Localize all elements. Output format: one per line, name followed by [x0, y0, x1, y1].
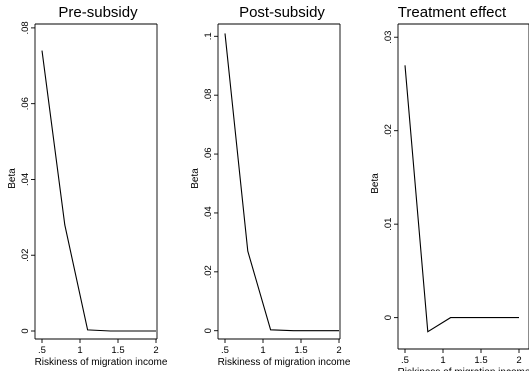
y-axis-label: Beta: [7, 168, 18, 189]
x-tick-label: 1.5: [294, 345, 307, 356]
panel-treatment-effect: Treatment effect 0 .01 .02 .03 Beta .5 1 1.5 2Ris…: [370, 4, 529, 371]
x-tick-label: 1.5: [111, 345, 124, 356]
panel-pre-subsidy: Pre-subsidy 0 .02 .04 .06 .08 Beta .5 1 1.5 2Riski…: [7, 4, 168, 368]
y-tick-label: .01: [383, 218, 394, 231]
y-tick-label: 0: [203, 328, 214, 333]
y-tick-label: .02: [20, 249, 31, 262]
x-tick-label: .5: [38, 345, 46, 356]
x-axis-label: Riskiness of migration income: [218, 357, 351, 368]
x-tick-label: 1.5: [474, 355, 487, 366]
series-line: [41, 50, 156, 332]
panel-title: Treatment effect: [398, 4, 507, 21]
y-tick-label: .02: [383, 124, 394, 137]
y-tick-label: .08: [20, 21, 31, 34]
x-tick-label: 2: [516, 355, 521, 366]
y-tick-label: .04: [20, 173, 31, 186]
y-tick-label: .03: [383, 31, 394, 44]
x-tick-label: 1: [440, 355, 445, 366]
y-tick-label: .02: [203, 265, 214, 278]
y-tick-label: .06: [203, 147, 214, 160]
y-tick-label: .06: [20, 97, 31, 110]
y-tick-label: 0: [20, 328, 31, 333]
series-line: [404, 65, 519, 333]
x-tick-label: 2: [153, 345, 158, 356]
y-axis-label: Beta: [190, 168, 201, 189]
x-tick-label: .5: [221, 345, 229, 356]
panel-title: Pre-subsidy: [58, 4, 138, 21]
x-tick-label: 1: [260, 345, 265, 356]
panel-post-subsidy: Post-subsidy 0 .02 .04 .06 .08 .1 Beta .5 1 1.5 2Ri…: [190, 4, 351, 368]
x-axis-label: Riskiness of migration income: [398, 367, 529, 371]
y-tick-label: 0: [383, 315, 394, 320]
series-line: [224, 33, 339, 332]
y-tick-label: .04: [203, 206, 214, 219]
x-axis-label: Riskiness of migration income: [35, 357, 168, 368]
y-tick-label: .1: [203, 32, 214, 40]
x-tick-label: 1: [77, 345, 82, 356]
panel-title: Post-subsidy: [239, 4, 325, 21]
y-axis-label: Beta: [370, 173, 381, 194]
x-tick-label: 2: [336, 345, 341, 356]
x-tick-label: .5: [401, 355, 409, 366]
y-tick-label: .08: [203, 89, 214, 102]
